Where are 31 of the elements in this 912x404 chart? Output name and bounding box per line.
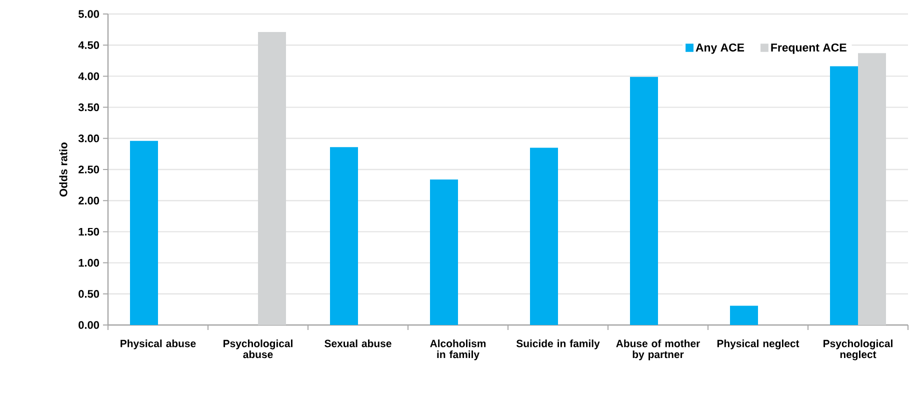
x-tick-label: Physical neglect xyxy=(717,340,800,350)
y-tick-label: 2.00 xyxy=(78,196,100,204)
x-tick-label: Suicide in family xyxy=(516,340,600,350)
legend-label: Any ACE xyxy=(696,43,744,54)
y-tick-label: 0.00 xyxy=(78,321,100,329)
x-tick-label: Physical abuse xyxy=(120,340,196,350)
x-tick-label: Alcoholism in family xyxy=(430,340,486,360)
x-tick-label: Sexual abuse xyxy=(324,340,392,348)
x-tick-label: Abuse of mother by partner xyxy=(616,340,700,360)
y-tick-label: 5.00 xyxy=(78,10,100,18)
y-tick-label: 3.50 xyxy=(78,103,100,112)
y-tick-label: 2.50 xyxy=(78,166,100,174)
y-tick-label: 1.50 xyxy=(78,228,100,236)
y-tick-label: 1.00 xyxy=(78,258,100,267)
y-tick-label: 3.00 xyxy=(78,134,100,142)
bar xyxy=(330,147,358,325)
y-tick-label: 0.50 xyxy=(78,290,100,298)
y-tick-label: 4.50 xyxy=(78,41,100,49)
bar xyxy=(130,140,158,325)
bar xyxy=(730,306,758,325)
y-tick-label: 4.00 xyxy=(78,72,100,80)
legend-label: Frequent ACE xyxy=(771,43,846,54)
bar xyxy=(630,76,658,325)
y-axis-title: Odds ratio xyxy=(59,142,68,196)
x-tick-label: Psychological neglect xyxy=(824,340,892,360)
x-tick-label: Psychological abuse xyxy=(224,340,292,358)
bar xyxy=(258,32,286,325)
bar xyxy=(858,53,886,325)
bar xyxy=(430,179,458,325)
bar xyxy=(830,66,858,325)
bar xyxy=(530,148,558,325)
